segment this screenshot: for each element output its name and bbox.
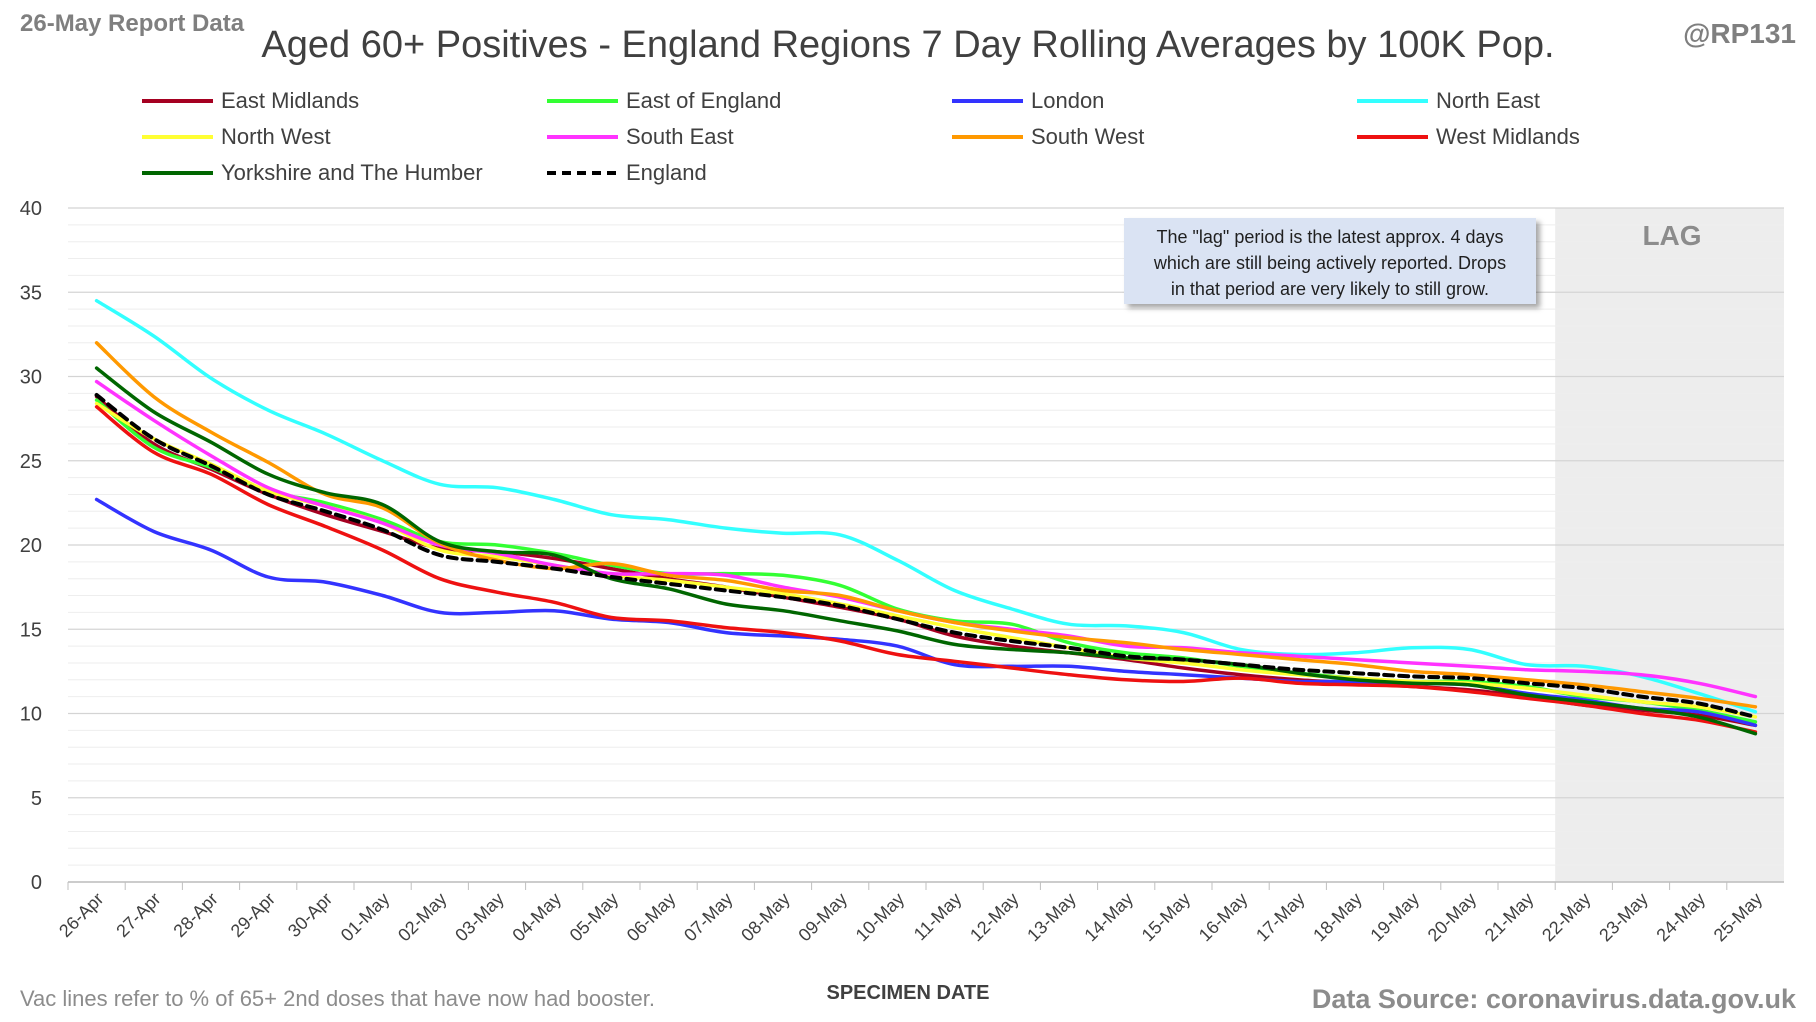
- chart-title: Aged 60+ Positives - England Regions 7 D…: [261, 24, 1555, 66]
- legend-swatch: [547, 135, 618, 139]
- x-tick-label: 16-May: [1195, 889, 1252, 946]
- report-tag: 26-May Report Data: [20, 10, 245, 37]
- legend-item: North East: [1355, 86, 1540, 116]
- data-source: Data Source: coronavirus.data.gov.uk: [1311, 984, 1796, 1014]
- legend-swatch: [142, 171, 213, 175]
- lag-label: LAG: [1642, 220, 1702, 251]
- y-tick-label: 5: [31, 788, 42, 810]
- lag-note-line: in that period are very likely to still …: [1170, 279, 1490, 299]
- series-line-east-midlands: [94, 394, 1758, 728]
- x-tick-label: 07-May: [680, 889, 737, 946]
- legend-swatch: [1357, 135, 1428, 139]
- x-tick-label: 14-May: [1080, 889, 1137, 946]
- x-tick-label: 10-May: [852, 889, 909, 946]
- legend-item: East Midlands: [140, 86, 359, 116]
- legend-swatch: [952, 99, 1023, 103]
- series-line-england: [94, 393, 1758, 719]
- x-tick-label: 01-May: [337, 889, 394, 946]
- x-tick-label: 26-Apr: [55, 889, 107, 941]
- legend-label: London: [1031, 88, 1105, 113]
- x-tick-label: 23-May: [1595, 889, 1652, 946]
- lag-note: The "lag" period is the latest approx. 4…: [1124, 218, 1536, 304]
- legend-item: West Midlands: [1355, 122, 1580, 152]
- series-line-north-east: [94, 298, 1758, 714]
- legend-item: South East: [545, 122, 734, 152]
- x-tick-label: 13-May: [1023, 889, 1080, 946]
- x-tick-label: 21-May: [1481, 889, 1538, 946]
- legend-label: Yorkshire and The Humber: [221, 160, 483, 185]
- legend-item: East of England: [545, 86, 781, 116]
- x-tick-label: 22-May: [1538, 889, 1595, 946]
- y-tick-label: 20: [20, 535, 42, 557]
- x-tick-label: 27-Apr: [112, 889, 164, 941]
- legend-label: North West: [221, 124, 331, 149]
- footer-note: Vac lines refer to % of 65+ 2nd doses th…: [20, 986, 655, 1011]
- legend-swatch: [547, 171, 618, 175]
- legend-label: North East: [1436, 88, 1540, 113]
- legend-swatch: [952, 135, 1023, 139]
- legend-item: Yorkshire and The Humber: [140, 158, 483, 188]
- x-tick-label: 18-May: [1309, 889, 1366, 946]
- x-tick-label: 20-May: [1424, 889, 1481, 946]
- series-line-east-of-england: [94, 398, 1758, 724]
- series-line-south-east: [94, 379, 1758, 699]
- author-handle: @RP131: [1683, 18, 1796, 49]
- legend-item: London: [950, 86, 1104, 116]
- x-tick-label: 29-Apr: [227, 889, 279, 941]
- x-tick-label: 03-May: [451, 889, 508, 946]
- x-tick-label: 24-May: [1652, 889, 1709, 946]
- x-tick-label: 15-May: [1138, 889, 1195, 946]
- x-tick-label: 17-May: [1252, 889, 1309, 946]
- x-tick-label: 30-Apr: [284, 889, 336, 941]
- y-tick-label: 10: [20, 704, 42, 726]
- y-tick-label: 40: [20, 198, 42, 220]
- y-tick-label: 15: [20, 619, 42, 641]
- x-tick-label: 19-May: [1366, 889, 1423, 946]
- series-line-west-midlands: [94, 405, 1758, 734]
- x-tick-label: 08-May: [737, 889, 794, 946]
- x-tick-label: 05-May: [566, 889, 623, 946]
- x-tick-label: 12-May: [966, 889, 1023, 946]
- legend-label: East of England: [626, 88, 782, 113]
- lag-note-line: The "lag" period is the latest approx. 4…: [1156, 227, 1504, 247]
- x-axis-label: SPECIMEN DATE: [826, 982, 990, 1004]
- legend-item: South West: [950, 122, 1144, 152]
- legend-swatch: [142, 135, 213, 139]
- x-tick-label: 11-May: [910, 889, 966, 945]
- legend-swatch: [142, 99, 213, 103]
- series-line-south-west: [94, 341, 1758, 709]
- x-tick-label: 28-Apr: [169, 889, 221, 941]
- legend-label: England: [626, 160, 707, 185]
- legend-label: West Midlands: [1436, 124, 1580, 149]
- x-tick-label: 09-May: [794, 889, 851, 946]
- legend-item: England: [545, 158, 707, 188]
- legend-label: South East: [626, 124, 734, 149]
- legend-swatch: [1357, 99, 1428, 103]
- legend-label: South West: [1031, 124, 1145, 149]
- series-line-yorkshire-and-the-humber: [94, 366, 1758, 736]
- x-tick-label: 06-May: [623, 889, 680, 946]
- y-tick-label: 25: [20, 451, 42, 473]
- legend-label: East Midlands: [221, 88, 360, 113]
- lag-note-line: which are still being actively reported.…: [1153, 253, 1507, 273]
- y-tick-label: 35: [20, 282, 42, 304]
- x-tick-label: 25-May: [1710, 889, 1767, 946]
- x-tick-label: 04-May: [508, 889, 565, 946]
- x-tick-label: 02-May: [394, 889, 451, 946]
- y-tick-label: 30: [20, 367, 42, 389]
- y-tick-label: 0: [31, 872, 42, 894]
- legend-swatch: [547, 99, 618, 103]
- legend-item: North West: [140, 122, 331, 152]
